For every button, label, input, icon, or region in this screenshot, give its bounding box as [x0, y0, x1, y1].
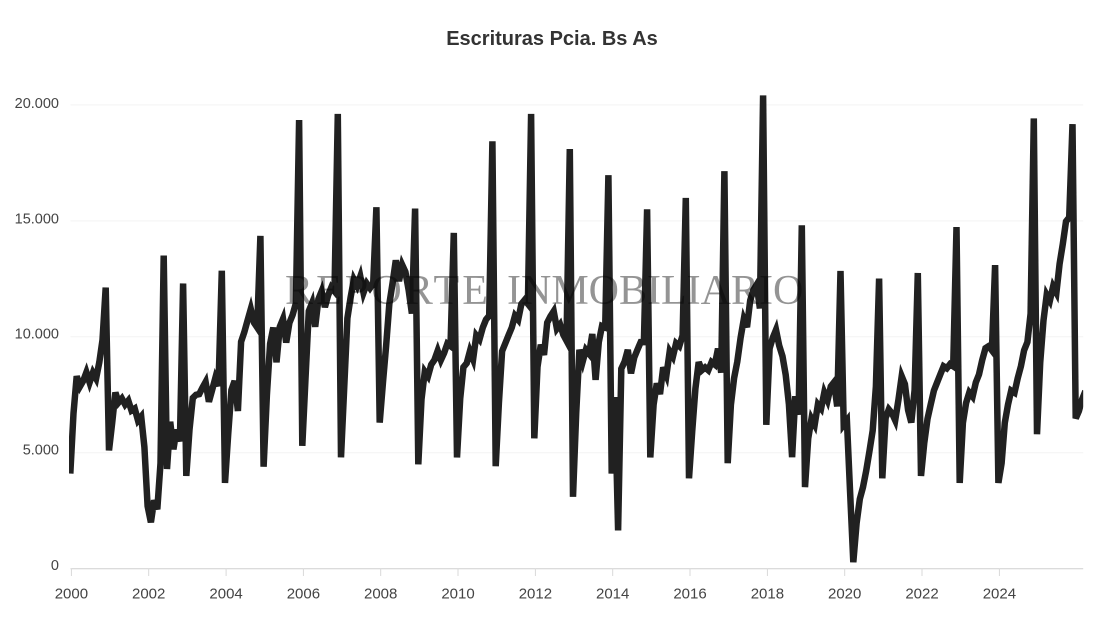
svg-text:2002: 2002 — [132, 586, 165, 603]
svg-text:2010: 2010 — [441, 586, 474, 603]
svg-text:2008: 2008 — [364, 586, 397, 603]
svg-text:REPORTE: REPORTE — [285, 268, 491, 314]
svg-text:2004: 2004 — [209, 586, 242, 603]
svg-text:5.000: 5.000 — [23, 443, 59, 459]
svg-text:2018: 2018 — [751, 586, 784, 603]
svg-text:2022: 2022 — [905, 586, 938, 603]
svg-text:2014: 2014 — [596, 586, 629, 603]
svg-text:2000: 2000 — [55, 586, 88, 603]
svg-text:15.000: 15.000 — [15, 211, 59, 227]
svg-text:2020: 2020 — [828, 586, 861, 603]
svg-text:2024: 2024 — [983, 586, 1016, 603]
svg-text:2006: 2006 — [287, 586, 320, 603]
svg-text:2016: 2016 — [673, 586, 706, 603]
svg-text:20.000: 20.000 — [15, 96, 59, 112]
svg-text:10.000: 10.000 — [15, 326, 59, 342]
svg-text:0: 0 — [51, 558, 59, 574]
svg-text:2012: 2012 — [519, 586, 552, 603]
svg-text:INMOBILIARIO: INMOBILIARIO — [507, 268, 803, 314]
svg-text:Escrituras Pcia. Bs As: Escrituras Pcia. Bs As — [446, 28, 658, 50]
